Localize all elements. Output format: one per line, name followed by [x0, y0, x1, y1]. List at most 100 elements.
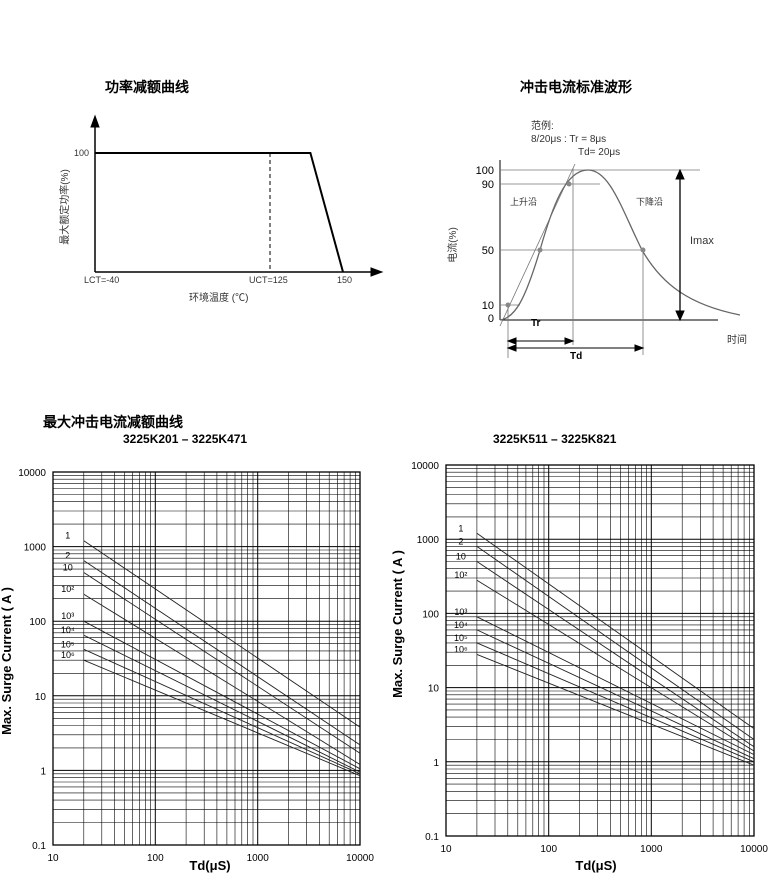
- derating-x-tick-150: 150: [337, 275, 352, 285]
- waveform-example-label: 范例:: [531, 119, 554, 132]
- left-surge-series-6: [83, 634, 361, 773]
- left-surge-y-tick: 10: [35, 692, 47, 703]
- left-surge-series-5: [83, 620, 361, 770]
- left-surge-series-label: 10⁵: [61, 639, 75, 649]
- waveform-rise-tangent: [499, 163, 576, 327]
- left-surge-series-label: 1: [65, 531, 70, 541]
- right-surge-series-label: 10⁶: [454, 644, 468, 654]
- derating-x-arrow: [370, 267, 384, 277]
- left-surge-y-tick: 1: [40, 766, 46, 777]
- left-surge-chart-title: 3225K201 – 3225K471: [123, 432, 248, 446]
- left-surge-series-7: [83, 648, 361, 775]
- derating-x-tick-lct: LCT=-40: [84, 275, 119, 285]
- left-surge-curves: [83, 540, 361, 777]
- waveform-imax-arrow-down: [675, 310, 685, 322]
- right-surge-y-tick: 10000: [411, 461, 439, 472]
- waveform-y-tick-50: 50: [482, 245, 494, 257]
- right-surge-y-tick: 100: [422, 609, 439, 620]
- right-surge-series-label: 1: [458, 523, 463, 533]
- derating-title: 功率减额曲线: [105, 80, 189, 96]
- waveform-fall-label: 下降沿: [636, 196, 663, 207]
- left-surge-y-tick: 0.1: [32, 841, 46, 852]
- waveform-tr-arrow-right: [564, 337, 575, 345]
- derating-y-label: 最大额定功率(%): [58, 169, 71, 245]
- waveform-y-label: 电流(%): [446, 227, 459, 263]
- waveform-tr-label: Tr: [531, 318, 541, 329]
- waveform-example-line2: Td= 20μs: [578, 147, 620, 158]
- waveform-imax-arrow-up: [675, 168, 685, 180]
- derating-x-tick-uct: UCT=125: [249, 275, 288, 285]
- left-surge-series-4: [83, 593, 361, 765]
- right-surge-series-label: 10³: [454, 607, 467, 617]
- waveform-point-50-rise: [537, 247, 543, 253]
- left-surge-series-label: 10⁶: [61, 650, 75, 660]
- right-surge-series-3: [476, 561, 755, 748]
- left-surge-series-8: [83, 659, 361, 777]
- left-surge-y-tick: 1000: [24, 543, 47, 554]
- right-surge-y-tick: 1: [433, 758, 439, 769]
- waveform-y-tick-100: 100: [476, 165, 494, 177]
- derating-x-label: 环境温度 (℃): [189, 291, 248, 304]
- right-surge-y-tick: 0.1: [425, 832, 439, 843]
- right-surge-grid: [445, 464, 755, 837]
- left-surge-y-tick: 10000: [18, 468, 46, 479]
- left-surge-series-2: [83, 560, 361, 746]
- right-surge-series-4: [476, 579, 755, 752]
- derating-y-arrow: [90, 114, 100, 128]
- waveform-td-arrow-right: [634, 344, 645, 352]
- waveform-td-arrow-left: [506, 344, 517, 352]
- right-surge-series-label: 10⁴: [454, 620, 468, 630]
- right-surge-series-label: 10⁵: [454, 633, 468, 643]
- right-surge-chart-title: 3225K511 – 3225K821: [493, 432, 617, 446]
- waveform-y-tick-90: 90: [482, 179, 494, 191]
- left-surge-frame: [52, 471, 361, 846]
- waveform-example-line1: 8/20μs : Tr = 8μs: [531, 134, 606, 145]
- left-surge-series-label: 10³: [61, 611, 74, 621]
- waveform-curve: [499, 169, 741, 321]
- left-surge-x-tick: 100: [147, 853, 164, 864]
- waveform-tr-arrow-left: [506, 337, 517, 345]
- right-surge-x-tick: 1000: [640, 844, 663, 855]
- waveform-td-label: Td: [570, 351, 582, 362]
- derating-y-tick-100: 100: [74, 148, 89, 158]
- waveform-rise-label: 上升沿: [510, 197, 537, 207]
- right-surge-x-tick: 10000: [740, 844, 768, 855]
- left-surge-grid: [52, 471, 361, 846]
- waveform-imax-label: Imax: [690, 235, 714, 247]
- right-surge-x-label: Td(μS): [575, 858, 616, 873]
- right-surge-y-label: Max. Surge Current ( A ): [390, 550, 405, 698]
- right-surge-curves: [476, 532, 755, 766]
- left-surge-y-label: Max. Surge Current ( A ): [0, 587, 14, 735]
- right-surge-x-tick: 10: [440, 844, 452, 855]
- right-surge-series-8: [476, 653, 755, 766]
- left-surge-series-1: [83, 540, 361, 728]
- right-surge-series-6: [476, 629, 755, 760]
- left-surge-x-tick: 10000: [346, 853, 374, 864]
- right-surge-y-tick: 10: [428, 684, 440, 695]
- left-surge-x-tick: 1000: [247, 853, 270, 864]
- waveform-title: 冲击电流标准波形: [520, 80, 632, 96]
- waveform-y-tick-10: 10: [482, 300, 494, 312]
- right-surge-frame: [445, 464, 755, 837]
- right-surge-series-5: [476, 616, 755, 756]
- left-surge-y-tick: 100: [29, 617, 46, 628]
- surge-section-title: 最大冲击电流减额曲线: [43, 415, 183, 431]
- derating-curve-line: [95, 152, 344, 273]
- right-surge-series-label: 2: [458, 536, 463, 546]
- left-surge-series-label: 10²: [61, 584, 74, 594]
- right-surge-x-tick: 100: [540, 844, 557, 855]
- left-surge-x-tick: 10: [47, 853, 59, 864]
- left-surge-series-label: 10⁴: [61, 625, 75, 635]
- left-surge-series-label: 2: [65, 551, 70, 561]
- right-surge-series-1: [476, 532, 755, 729]
- waveform-x-label: 时间: [727, 333, 747, 346]
- right-surge-y-tick: 1000: [417, 535, 440, 546]
- right-surge-series-7: [476, 642, 755, 763]
- right-surge-series-label: 10: [456, 552, 466, 562]
